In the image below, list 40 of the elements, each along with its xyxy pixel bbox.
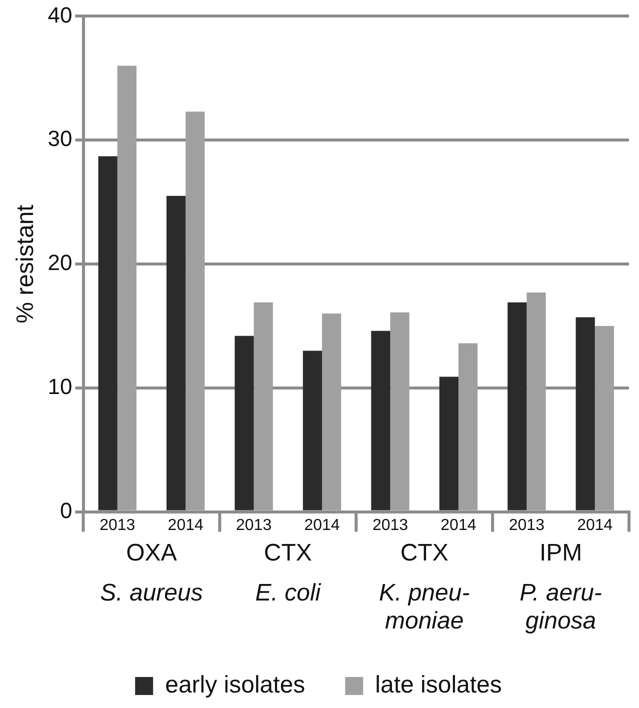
x-tick-label: 2013	[372, 516, 408, 534]
text: OXA	[126, 539, 177, 566]
bar	[390, 312, 410, 510]
bar	[371, 330, 390, 510]
bar	[302, 350, 322, 510]
bar	[166, 196, 186, 510]
bar	[576, 317, 595, 510]
bar	[458, 343, 478, 510]
bar	[322, 314, 342, 510]
y-axis-title: % resistant	[12, 204, 40, 324]
text: P. aeru- ginosa	[520, 579, 602, 634]
legend-label: late isolates	[375, 672, 502, 699]
bar	[594, 326, 614, 510]
legend-label: early isolates	[165, 672, 306, 699]
text: E. coli	[255, 579, 322, 606]
x-tick-label: 2013	[100, 516, 136, 534]
bar	[186, 112, 205, 510]
bar	[439, 376, 458, 510]
x-tick-label: 2014	[304, 516, 340, 534]
x-tick-label: 2013	[236, 516, 272, 534]
bar	[117, 66, 136, 510]
y-tick-label: 30	[48, 126, 72, 152]
bar	[508, 302, 527, 510]
bar	[254, 302, 273, 510]
x-tick-label: 2014	[168, 516, 204, 534]
bar	[98, 156, 118, 510]
text: K. pneu- moniae	[378, 579, 470, 634]
y-tick-label: 20	[48, 250, 72, 276]
text: S. aureus	[100, 579, 203, 606]
text: IPM	[539, 539, 582, 566]
y-tick-label: 10	[48, 374, 72, 399]
text: CTX	[400, 539, 448, 566]
x-tick-label: 2014	[577, 516, 613, 534]
y-tick-label: 0	[60, 498, 72, 523]
text: CTX	[264, 539, 312, 566]
y-tick-label: 40	[48, 2, 72, 28]
x-tick-label: 2014	[440, 516, 476, 534]
bar	[526, 292, 546, 510]
x-tick-label: 2013	[508, 516, 545, 534]
bar	[234, 336, 254, 510]
